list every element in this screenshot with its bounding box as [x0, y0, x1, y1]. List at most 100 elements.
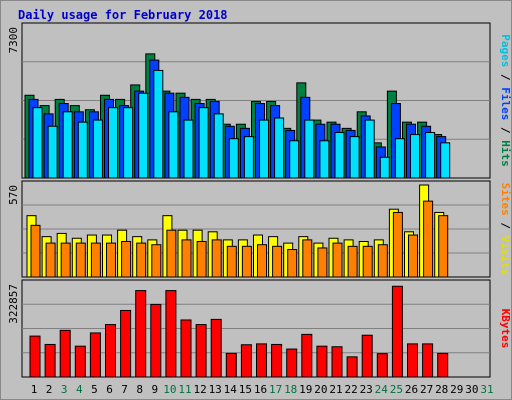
day-label-4: 4 — [76, 383, 83, 396]
day-label-24: 24 — [375, 383, 389, 396]
day-label-21: 21 — [329, 383, 342, 396]
bar-sites-day-28 — [438, 215, 449, 278]
day-label-8: 8 — [136, 383, 143, 396]
bar-kbytes-day-13 — [210, 318, 222, 378]
legend-part: Sites — [499, 183, 512, 216]
bar-sites-day-22 — [347, 245, 358, 278]
day-label-19: 19 — [299, 383, 312, 396]
bar-kbytes-day-1 — [29, 335, 41, 378]
bar-pages-day-1 — [32, 107, 43, 179]
legend-part: Visits — [499, 236, 512, 276]
bar-sites-day-4 — [75, 242, 86, 278]
bar-kbytes-day-14 — [225, 352, 237, 378]
legend-part: Pages — [499, 34, 512, 67]
bar-kbytes-day-24 — [376, 353, 388, 378]
bar-pages-day-26 — [410, 134, 420, 179]
bar-sites-day-26 — [408, 234, 418, 278]
bar-pages-day-21 — [334, 131, 345, 179]
legend-part: KBytes — [499, 309, 512, 349]
bar-kbytes-day-18 — [286, 348, 298, 378]
bar-pages-day-13 — [213, 113, 224, 179]
bar-kbytes-day-2 — [44, 343, 56, 378]
bar-sites-day-13 — [211, 239, 222, 278]
day-label-14: 14 — [224, 383, 238, 396]
bar-sites-day-23 — [362, 245, 373, 278]
bar-sites-day-20 — [317, 247, 328, 278]
day-label-29: 29 — [450, 383, 463, 396]
bar-sites-day-18 — [287, 249, 298, 278]
bar-pages-day-14 — [228, 138, 239, 179]
bar-pages-day-16 — [259, 119, 269, 179]
max-label-kbytes: 322857 — [7, 284, 20, 324]
bar-kbytes-day-21 — [331, 346, 343, 378]
bar-kbytes-day-16 — [256, 343, 267, 378]
bar-sites-day-6 — [106, 242, 116, 278]
day-label-13: 13 — [209, 383, 222, 396]
bar-kbytes-day-6 — [105, 324, 116, 378]
max-label-visitors: 570 — [7, 185, 20, 205]
bar-sites-day-11 — [181, 239, 192, 278]
bar-kbytes-day-4 — [74, 345, 86, 378]
bar-kbytes-day-3 — [59, 329, 71, 378]
bar-pages-day-6 — [108, 107, 118, 179]
bar-sites-day-10 — [166, 229, 177, 278]
max-label-requests: 7300 — [7, 27, 20, 54]
legend-requests: Pages / Files / Hits — [499, 34, 512, 167]
bar-kbytes-day-10 — [165, 290, 177, 378]
bar-kbytes-day-7 — [120, 309, 132, 378]
legend-part: Hits — [499, 140, 512, 167]
bar-sites-day-8 — [136, 242, 147, 278]
bar-sites-day-16 — [257, 244, 267, 278]
bar-kbytes-day-20 — [316, 345, 328, 378]
bar-sites-day-2 — [45, 242, 56, 278]
bar-sites-day-24 — [377, 244, 388, 278]
bar-sites-day-19 — [302, 239, 313, 278]
bar-kbytes-day-26 — [407, 343, 418, 378]
bar-sites-day-21 — [332, 242, 343, 278]
bar-sites-day-12 — [196, 240, 207, 278]
day-label-10: 10 — [163, 383, 176, 396]
day-label-7: 7 — [121, 383, 128, 396]
day-label-22: 22 — [344, 383, 357, 396]
legend-visitors: Sites / Visits — [499, 183, 512, 276]
bar-kbytes-day-9 — [150, 303, 162, 378]
bar-sites-day-5 — [90, 242, 101, 278]
day-label-18: 18 — [284, 383, 297, 396]
bar-pages-day-23 — [364, 119, 375, 179]
bar-sites-day-9 — [151, 244, 162, 278]
bar-kbytes-day-11 — [180, 319, 192, 378]
day-label-1: 1 — [31, 383, 38, 396]
bar-pages-day-20 — [319, 140, 330, 179]
bar-sites-day-7 — [121, 240, 132, 278]
bar-pages-day-25 — [394, 138, 405, 179]
bar-pages-day-28 — [440, 142, 451, 179]
bar-sites-day-14 — [226, 245, 237, 278]
day-label-30: 30 — [465, 383, 478, 396]
bar-kbytes-day-8 — [135, 290, 147, 378]
bar-pages-day-18 — [289, 140, 300, 179]
day-label-3: 3 — [61, 383, 68, 396]
chart-title: Daily usage for February 2018 — [18, 8, 228, 22]
bar-sites-day-25 — [392, 211, 403, 278]
day-label-12: 12 — [193, 383, 206, 396]
bar-pages-day-5 — [92, 119, 103, 179]
bar-kbytes-day-25 — [391, 285, 403, 378]
bar-kbytes-day-28 — [437, 352, 449, 378]
bar-pages-day-15 — [243, 136, 254, 179]
day-label-6: 6 — [106, 383, 113, 396]
day-label-27: 27 — [420, 383, 433, 396]
legend-part: / — [499, 120, 512, 140]
legend-part: Files — [499, 87, 512, 120]
day-label-26: 26 — [405, 383, 418, 396]
bar-pages-day-12 — [198, 107, 209, 179]
day-label-31: 31 — [480, 383, 493, 396]
bar-pages-day-11 — [183, 119, 194, 179]
bar-pages-day-22 — [349, 136, 360, 179]
day-label-11: 11 — [178, 383, 191, 396]
bar-pages-day-19 — [304, 119, 315, 179]
bar-kbytes-day-19 — [301, 333, 313, 378]
bar-pages-day-27 — [425, 131, 436, 179]
bar-pages-day-2 — [47, 125, 58, 179]
bar-kbytes-day-27 — [422, 343, 434, 378]
